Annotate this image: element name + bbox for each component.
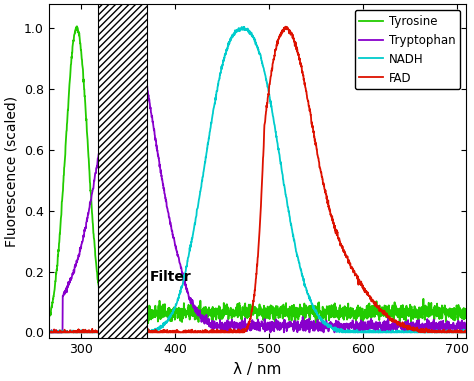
FAD bbox=[46, 330, 51, 335]
Tryptophan bbox=[46, 330, 51, 335]
Tyrosine bbox=[112, 328, 118, 333]
Tryptophan bbox=[463, 323, 469, 328]
Line: Tryptophan: Tryptophan bbox=[48, 26, 466, 332]
Tryptophan bbox=[202, 317, 208, 322]
NADH bbox=[202, 160, 208, 165]
FAD bbox=[135, 330, 141, 335]
Legend: Tyrosine, Tryptophan, NADH, FAD: Tyrosine, Tryptophan, NADH, FAD bbox=[355, 10, 460, 89]
Tryptophan bbox=[216, 323, 222, 327]
Line: Tyrosine: Tyrosine bbox=[48, 26, 466, 330]
Tryptophan bbox=[70, 271, 75, 275]
Tryptophan bbox=[127, 24, 133, 29]
NADH bbox=[219, 66, 224, 70]
X-axis label: λ / nm: λ / nm bbox=[233, 362, 282, 377]
Line: FAD: FAD bbox=[48, 27, 466, 332]
FAD bbox=[283, 24, 289, 29]
FAD bbox=[331, 220, 337, 225]
Tyrosine bbox=[46, 317, 51, 322]
Tyrosine bbox=[70, 45, 75, 49]
FAD bbox=[218, 330, 224, 335]
Line: NADH: NADH bbox=[48, 27, 466, 332]
Tyrosine bbox=[135, 313, 141, 318]
FAD bbox=[463, 329, 469, 334]
Tryptophan bbox=[135, 43, 141, 48]
NADH bbox=[241, 25, 246, 29]
Tyrosine bbox=[219, 315, 224, 320]
Bar bbox=[98, 4, 147, 338]
Text: Filter: Filter bbox=[150, 270, 191, 284]
NADH bbox=[46, 330, 51, 334]
FAD bbox=[216, 330, 222, 335]
FAD bbox=[70, 330, 75, 334]
NADH bbox=[135, 330, 141, 335]
Tryptophan bbox=[331, 323, 337, 327]
Tyrosine bbox=[74, 24, 80, 29]
Tyrosine bbox=[217, 311, 222, 315]
NADH bbox=[47, 330, 53, 335]
NADH bbox=[463, 330, 469, 335]
Tyrosine bbox=[463, 310, 469, 314]
NADH bbox=[70, 330, 75, 335]
Y-axis label: Fluorescence (scaled): Fluorescence (scaled) bbox=[4, 96, 18, 247]
Tyrosine bbox=[202, 312, 208, 316]
Tryptophan bbox=[219, 325, 224, 330]
NADH bbox=[331, 325, 337, 330]
FAD bbox=[202, 329, 208, 334]
NADH bbox=[216, 78, 222, 82]
Tyrosine bbox=[331, 315, 337, 320]
